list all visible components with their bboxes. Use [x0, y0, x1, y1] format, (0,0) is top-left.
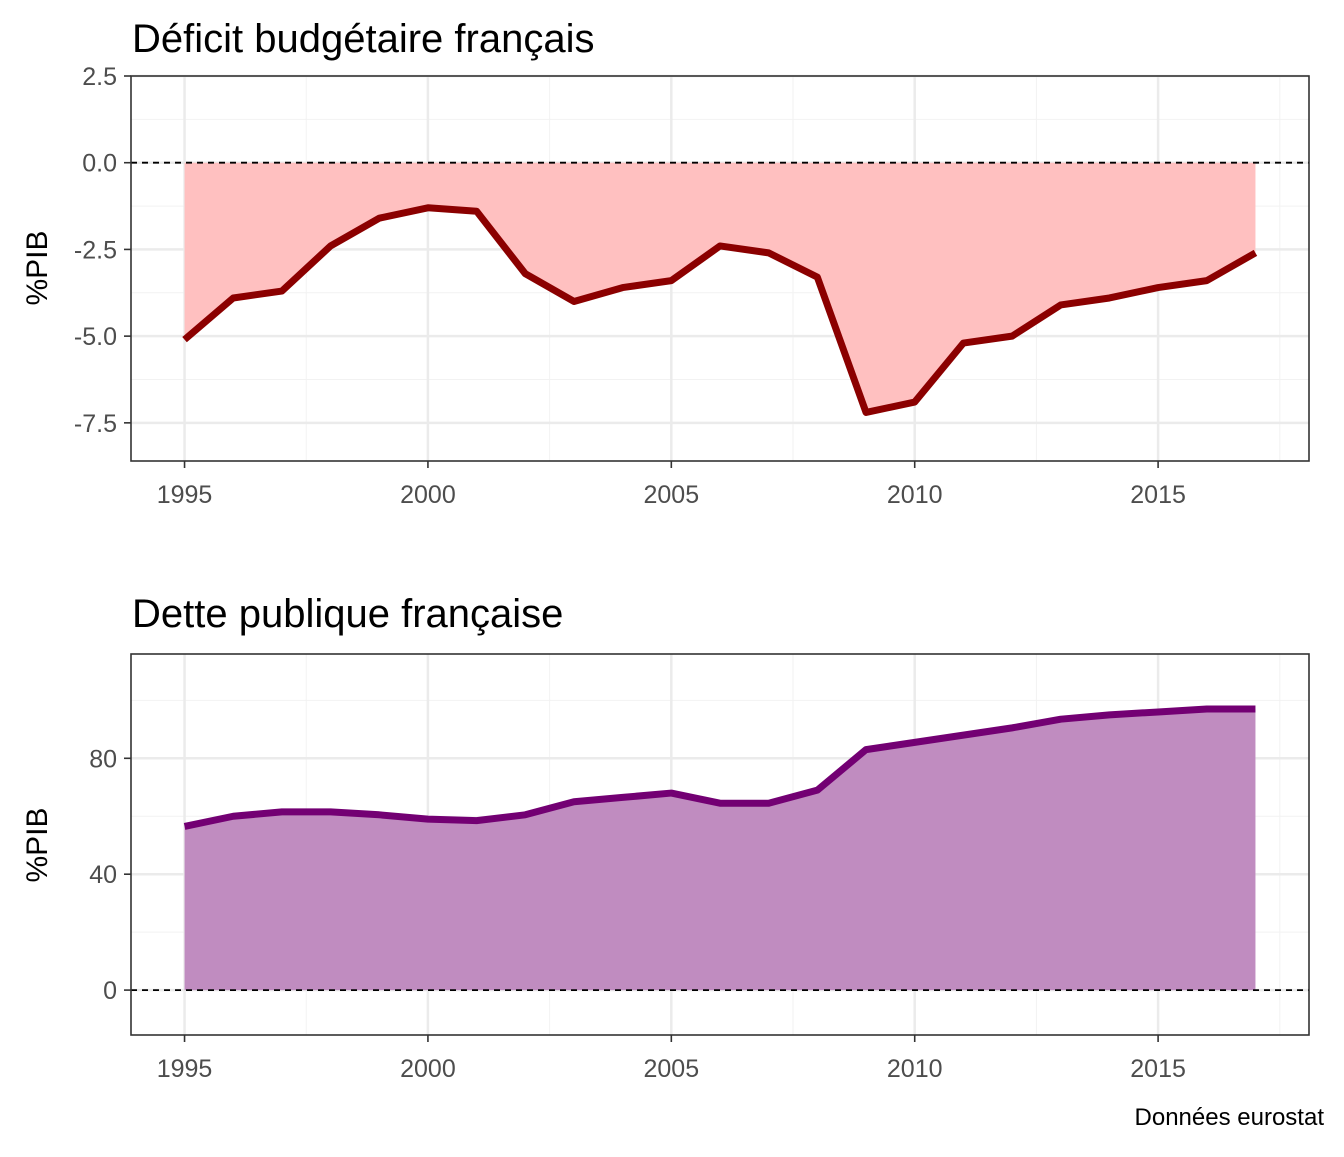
deficit-y-tick-label: 0.0	[82, 150, 117, 178]
deficit-chart-title: Déficit budgétaire français	[132, 17, 594, 61]
deficit-area	[184, 162, 1256, 413]
deficit-y-tick-label: -5.0	[74, 323, 117, 351]
deficit-x-tick-label: 1995	[157, 481, 213, 509]
debt-chart-title: Dette publique française	[132, 592, 563, 636]
debt-x-tick-label: 1995	[157, 1055, 213, 1083]
debt-y-tick-label: 40	[89, 861, 117, 889]
debt-y-tick-label: 0	[103, 977, 117, 1005]
debt-series-line	[183, 705, 1256, 830]
debt-panel-border	[130, 653, 1310, 1036]
debt-y-tick-label: 80	[89, 745, 117, 773]
debt-x-tick-label: 2005	[644, 1055, 700, 1083]
debt-x-tick-label: 2000	[400, 1055, 456, 1083]
deficit-x-tick-label: 2010	[887, 481, 943, 509]
deficit-x-tick-label: 2005	[644, 481, 700, 509]
deficit-x-tick-label: 2000	[400, 481, 456, 509]
deficit-y-axis-label: %PIB	[21, 230, 54, 305]
debt-area	[184, 709, 1256, 991]
deficit-chart: Déficit budgétaire français %PIB 2.5 0.0 -…	[21, 17, 1310, 509]
debt-x-tick-label: 2015	[1130, 1055, 1186, 1083]
debt-chart: Dette publique française %PIB 80 40 0 1995 2…	[21, 592, 1310, 1083]
deficit-y-tick-label: -7.5	[74, 410, 117, 438]
debt-x-tick-label: 2010	[887, 1055, 943, 1083]
deficit-y-tick-label: 2.5	[82, 63, 117, 91]
source-caption: Données eurostat	[1135, 1104, 1325, 1131]
deficit-panel-border	[130, 75, 1310, 462]
deficit-y-tick-label: -2.5	[74, 236, 117, 264]
deficit-x-tick-label: 2015	[1130, 481, 1186, 509]
debt-y-axis-label: %PIB	[21, 807, 54, 882]
deficit-series-line	[182, 204, 1258, 416]
